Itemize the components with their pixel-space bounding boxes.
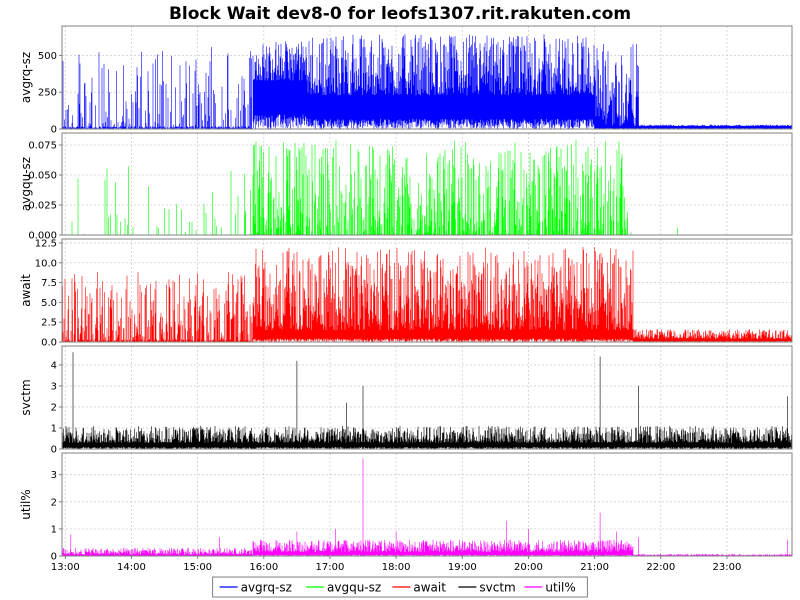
panel-border (61, 132, 793, 236)
panel-border (61, 25, 793, 130)
series-avgqu-sz (71, 139, 715, 235)
x-tick-label: 15:00 (183, 562, 212, 573)
y-tick-label: 7.5 (41, 278, 57, 289)
panel-border (61, 345, 793, 450)
y-tick-label: 0 (51, 552, 57, 563)
panel-border (61, 452, 793, 557)
panel-border (61, 238, 793, 343)
legend-item-await: await (392, 581, 446, 595)
legend-item-avgqu-sz: avgqu-sz (306, 581, 381, 595)
legend-item-util%: util% (524, 581, 576, 595)
x-tick-label: 23:00 (713, 562, 742, 573)
y-tick-label: 1 (51, 423, 57, 434)
y-tick-label: 0.000 (28, 231, 57, 242)
chart-title: Block Wait dev8-0 for leofs1307.rit.raku… (169, 4, 631, 24)
series-svctm (62, 352, 792, 449)
y-axis-label: avgrq-sz (19, 52, 33, 103)
panel-avgqu-sz: 0.000 0.025 0.050 0.075 avgqu-sz (19, 132, 793, 242)
y-tick-label: 2 (51, 402, 57, 413)
y-axis-label: avgqu-sz (19, 157, 33, 211)
legend-item-svctm: svctm (458, 581, 516, 595)
chart-legend: avgrq-sz avgqu-sz await svctm util% (212, 576, 588, 598)
x-tick-label: 17:00 (316, 562, 345, 573)
legend-label: avgrq-sz (241, 581, 292, 595)
y-tick-label: 3 (51, 470, 57, 481)
y-tick-label: 0.025 (28, 201, 57, 212)
y-tick-label: 1 (51, 524, 57, 535)
legend-label: await (413, 581, 446, 595)
y-tick-label: 0.0 (41, 338, 57, 349)
x-tick-label: 13:00 (51, 562, 80, 573)
y-axis-label: await (19, 274, 33, 307)
x-tick-label: 20:00 (514, 562, 543, 573)
x-tick-label: 19:00 (448, 562, 477, 573)
y-tick-label: 2 (51, 497, 57, 508)
panel-util%: 0 1 2 3 util% (19, 452, 793, 563)
x-tick-label: 22:00 (646, 562, 675, 573)
x-tick-label: 14:00 (117, 562, 146, 573)
legend-label: avgqu-sz (327, 581, 381, 595)
y-tick-label: 0 (51, 445, 57, 456)
y-tick-label: 500 (38, 51, 57, 62)
y-tick-label: 2.5 (41, 318, 57, 329)
y-tick-label: 4 (51, 360, 57, 371)
y-tick-label: 3 (51, 381, 57, 392)
y-axis-label: svctm (19, 379, 33, 415)
y-tick-label: 12.5 (35, 238, 57, 249)
y-axis-label: util% (19, 489, 33, 519)
y-tick-label: 10.0 (35, 258, 57, 269)
y-tick-label: 5.0 (41, 298, 57, 309)
x-tick-label: 16:00 (249, 562, 278, 573)
legend-item-avgrq-sz: avgrq-sz (219, 581, 292, 595)
y-tick-label: 0.075 (28, 141, 57, 152)
legend-label: util% (545, 581, 575, 595)
x-axis: 13:00 14:00 15:00 16:00 17:00 18:00 19:00 20:00… (51, 556, 741, 573)
panel-await: 0.0 2.5 5.0 7.5 10.0 12.5 await (19, 238, 793, 349)
panel-avgrq-sz: 0 250 500 avgrq-sz (19, 25, 793, 136)
y-tick-label: 0.050 (28, 171, 57, 182)
y-tick-label: 250 (38, 88, 57, 99)
chart-panels: 0250500avgrq-sz0.0000.0250.0500.075avgqu… (19, 25, 793, 563)
panel-background (62, 453, 792, 556)
x-tick-label: 21:00 (580, 562, 609, 573)
x-tick-label: 18:00 (382, 562, 411, 573)
panel-svctm: 0 1 2 3 4 svctm (19, 345, 793, 456)
y-tick-label: 0 (51, 125, 57, 136)
legend-label: svctm (479, 581, 515, 595)
